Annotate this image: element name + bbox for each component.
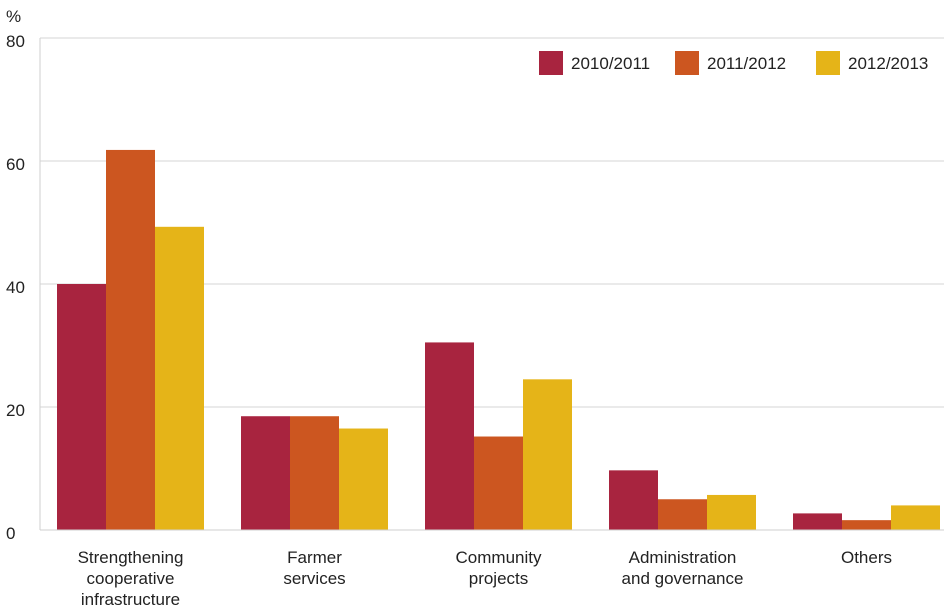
bar-2010-2011-3 xyxy=(609,470,658,530)
legend-label: 2011/2012 xyxy=(707,54,786,73)
bar-2012-2013-0 xyxy=(155,226,204,530)
bar-2010-2011-2 xyxy=(425,342,474,530)
bar-2011-2012-3 xyxy=(658,499,707,530)
legend-label: 2012/2013 xyxy=(848,54,928,73)
bar-2012-2013-4 xyxy=(891,505,940,530)
bar-2010-2011-4 xyxy=(793,513,842,530)
y-tick-label: 0 xyxy=(6,524,15,543)
y-tick-label: 20 xyxy=(6,401,25,420)
y-tick-label: 80 xyxy=(6,32,25,51)
x-axis: Strengthening cooperative infrastructure Fa… xyxy=(40,529,944,609)
bars xyxy=(57,149,940,530)
legend-swatch xyxy=(675,51,699,75)
x-category-label: Administration and governance xyxy=(622,548,744,588)
bar-2012-2013-1 xyxy=(339,428,388,530)
bar-2011-2012-1 xyxy=(290,416,339,530)
bar-2011-2012-0 xyxy=(106,149,155,530)
bar-2011-2012-2 xyxy=(474,436,523,530)
x-category-label-line: Strengthening xyxy=(78,548,184,567)
bar-2010-2011-0 xyxy=(57,284,106,530)
x-category-label: Strengthening cooperative infrastructure xyxy=(78,548,184,609)
x-category-label-line: projects xyxy=(469,569,529,588)
y-tick-label: 40 xyxy=(6,278,25,297)
legend-label: 2010/2011 xyxy=(571,54,650,73)
x-category-label-line: and governance xyxy=(622,569,744,588)
x-category-label-line: Administration xyxy=(629,548,737,567)
legend-swatch xyxy=(539,51,563,75)
bar-2010-2011-1 xyxy=(241,416,290,530)
x-category-label-line: cooperative xyxy=(87,569,175,588)
legend-swatch xyxy=(816,51,840,75)
x-category-label-line: infrastructure xyxy=(81,590,180,609)
x-category-label-line: Farmer xyxy=(287,548,342,567)
bar-2011-2012-4 xyxy=(842,520,891,530)
bar-2012-2013-2 xyxy=(523,379,572,530)
x-category-label: Community projects xyxy=(456,548,542,588)
x-category-label-line: services xyxy=(283,569,345,588)
y-axis: % 0 20 40 60 80 xyxy=(6,7,41,543)
legend: 2010/2011 2011/2012 2012/2013 xyxy=(539,51,928,75)
x-category-label-line: Community xyxy=(456,548,542,567)
x-category-label: Others xyxy=(841,548,892,567)
x-category-label: Farmer services xyxy=(283,548,345,588)
x-category-label-line: Others xyxy=(841,548,892,567)
bar-2012-2013-3 xyxy=(707,494,756,530)
y-axis-unit-label: % xyxy=(6,7,21,26)
y-tick-label: 60 xyxy=(6,155,25,174)
